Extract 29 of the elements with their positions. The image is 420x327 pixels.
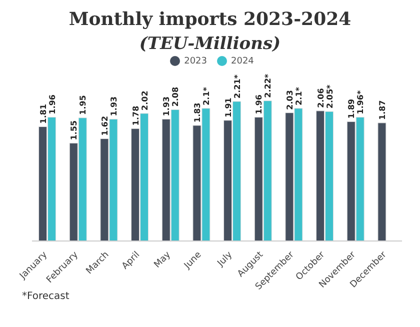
legend-label: 2024 bbox=[231, 56, 254, 66]
data-label: 2.06 bbox=[316, 88, 326, 108]
data-label: 1.87 bbox=[378, 100, 387, 120]
data-label: 1.93 bbox=[162, 96, 172, 116]
data-label: 1.96 bbox=[254, 94, 264, 114]
data-label: 2.02 bbox=[140, 90, 150, 110]
data-label: 1.96 bbox=[48, 94, 57, 114]
data-label: 2.08 bbox=[171, 86, 180, 107]
data-label: 2.1* bbox=[294, 86, 304, 106]
data-label: 1.62 bbox=[100, 116, 110, 136]
legend-label: 2023 bbox=[184, 56, 207, 66]
bar bbox=[378, 122, 386, 242]
chart-title: Monthly imports 2023-2024 bbox=[68, 8, 352, 32]
data-label: 2.03 bbox=[285, 90, 294, 110]
data-label: 1.83 bbox=[192, 102, 202, 122]
data-label: 1.96* bbox=[356, 90, 366, 114]
data-label: 1.93 bbox=[109, 96, 118, 116]
data-label: 2.21* bbox=[232, 74, 242, 98]
data-label: 1.78 bbox=[131, 105, 140, 126]
data-label: 2.22* bbox=[264, 73, 273, 98]
data-label: 1.81 bbox=[38, 104, 48, 124]
data-label: 1.95 bbox=[78, 94, 88, 115]
data-label: 1.89 bbox=[347, 98, 356, 119]
data-label: 2.1* bbox=[202, 86, 211, 106]
data-label: 1.55 bbox=[70, 120, 79, 140]
data-label: 1.91 bbox=[224, 97, 233, 118]
chart-subtitle: (TEU-Millions) bbox=[138, 33, 282, 56]
data-label: 2.05* bbox=[325, 84, 334, 109]
text: *Forecast bbox=[21, 291, 70, 302]
